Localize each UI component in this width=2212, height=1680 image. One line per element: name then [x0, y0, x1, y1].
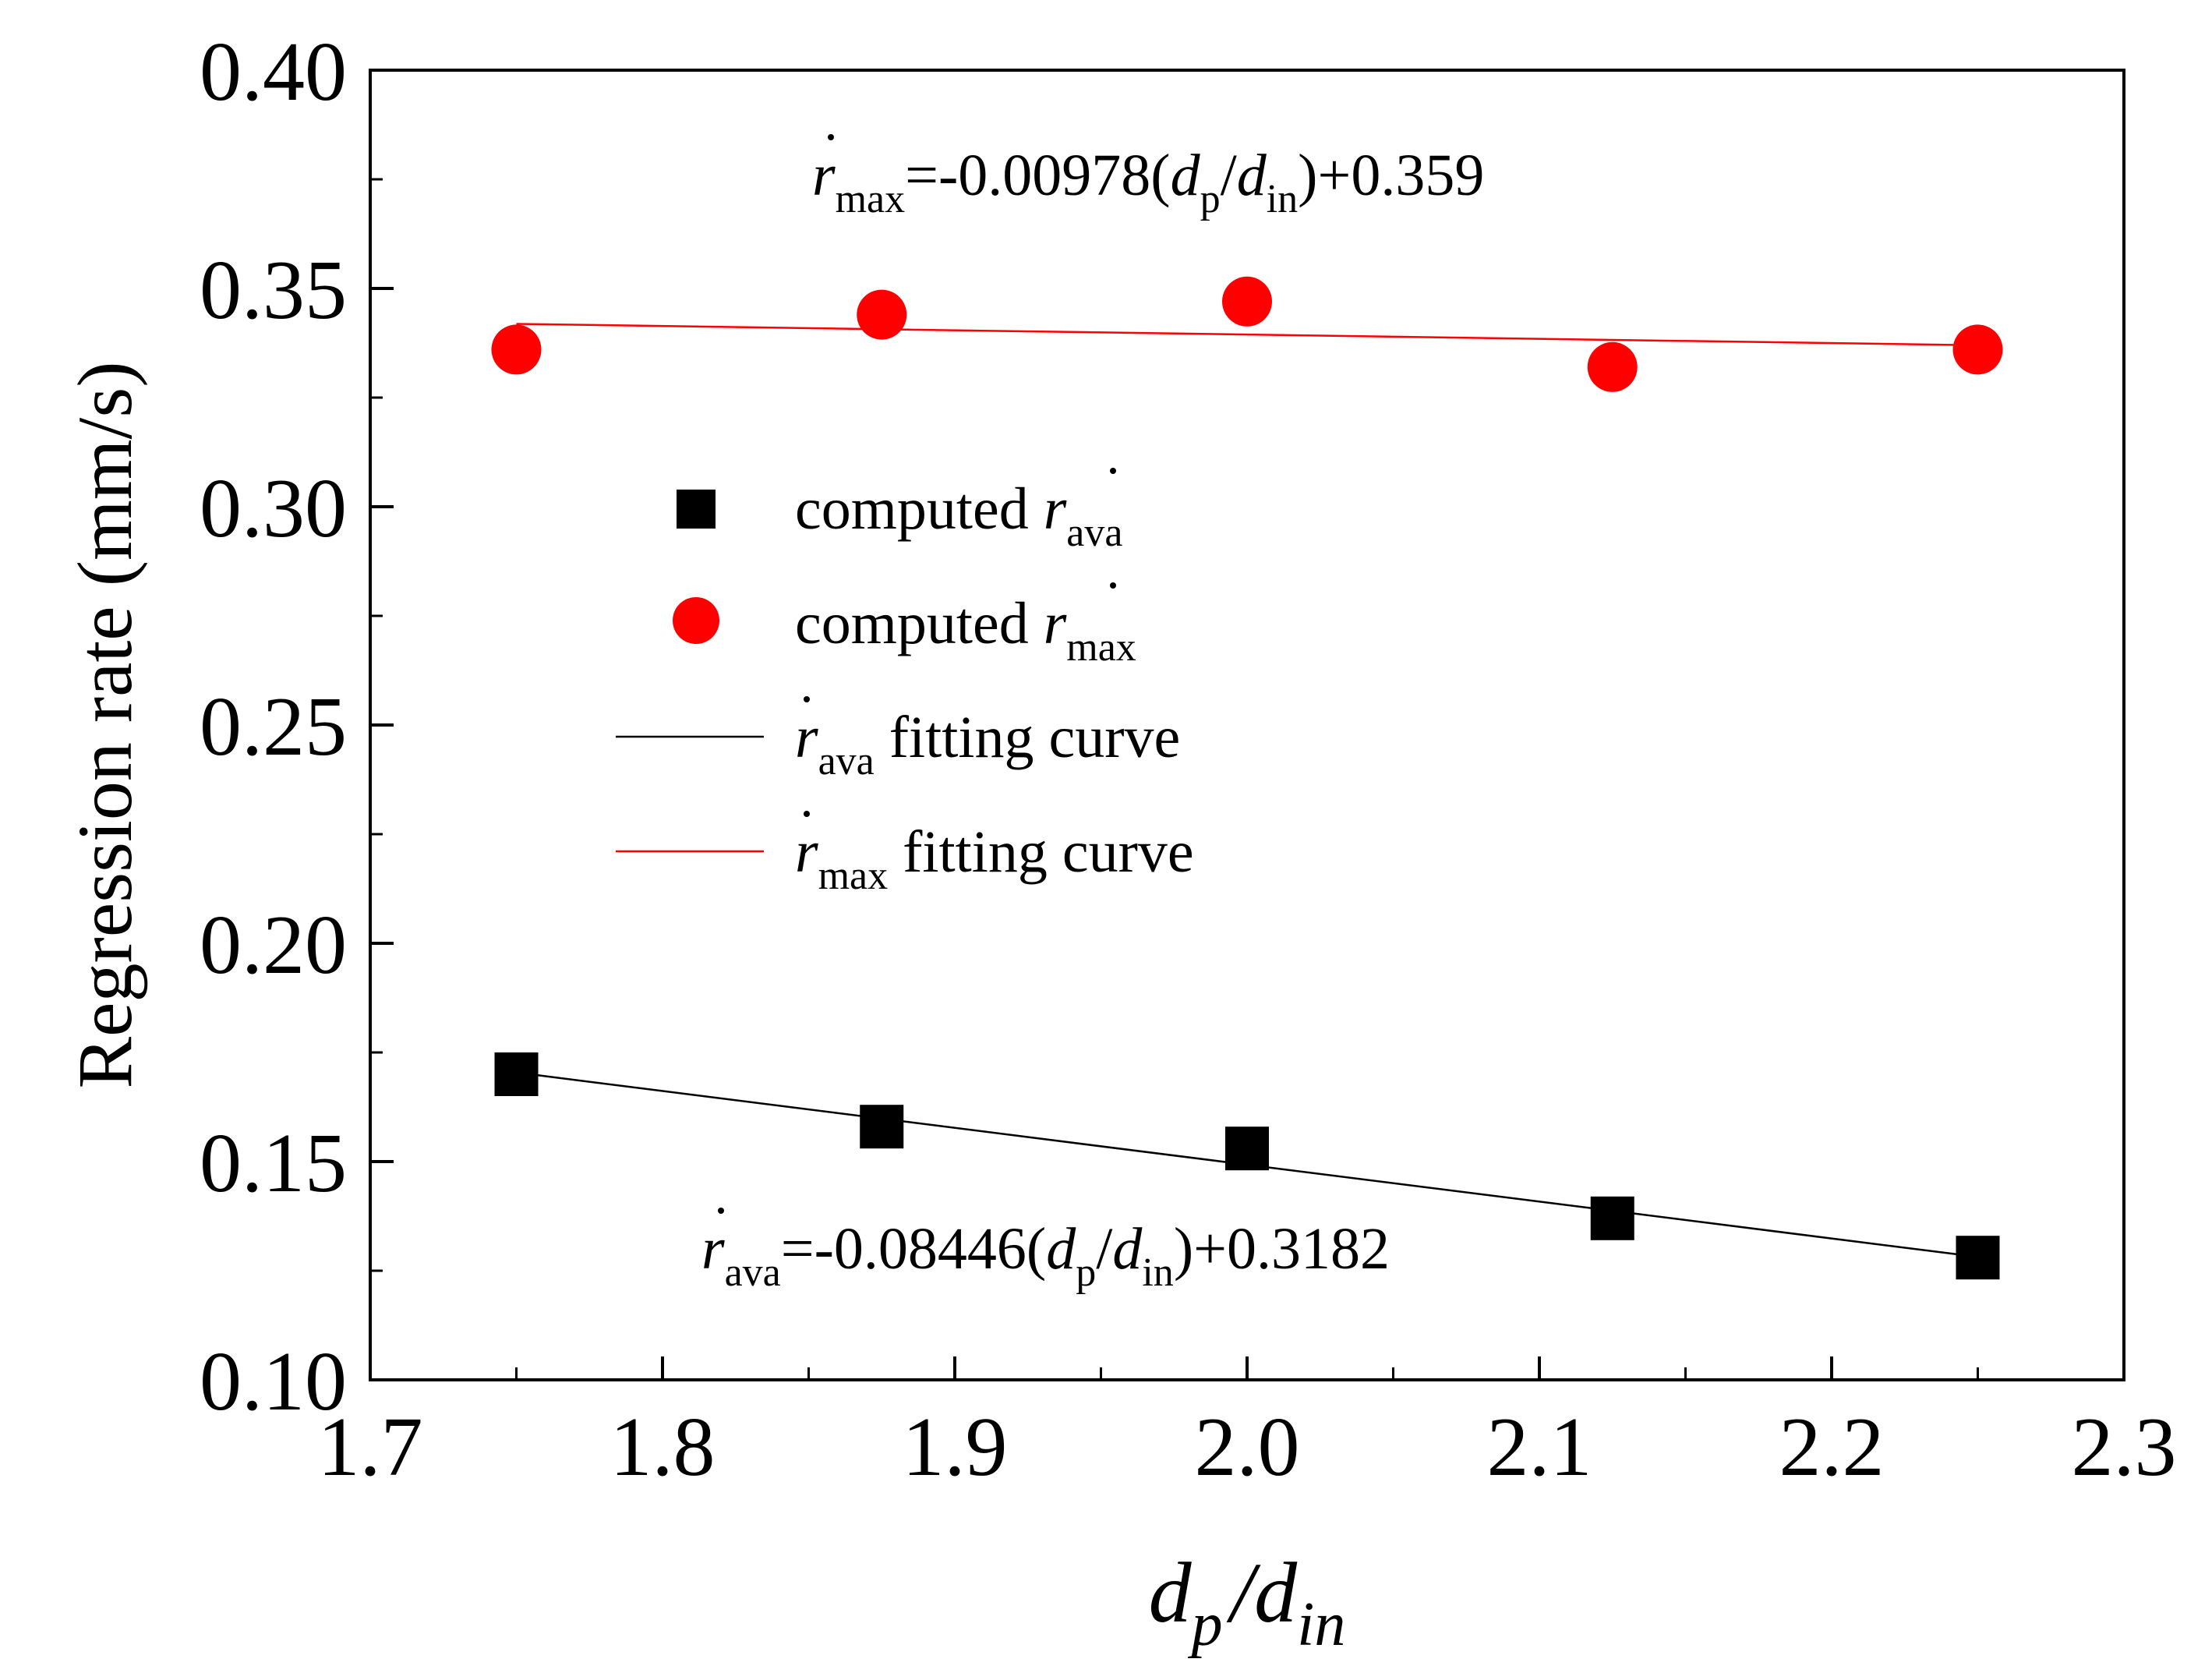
data-point-max [491, 324, 542, 375]
data-point-max [1587, 341, 1638, 392]
data-point-max [1952, 324, 2003, 375]
x-tick-labels: 1.7 1.8 1.9 2.0 2.1 2.2 2.3 [318, 1401, 2177, 1494]
legend-circle-icon [673, 597, 719, 644]
data-point-ava [494, 1052, 539, 1096]
dot-accent-icon [718, 1208, 724, 1214]
svg-text:rmax=-0.00978(dp/din)+0.359: rmax=-0.00978(dp/din)+0.359 [812, 143, 1484, 221]
data-point-ava [1590, 1196, 1634, 1240]
legend: computed rava computed rmax rava fitting… [616, 468, 1194, 898]
y-tick-label: 0.35 [200, 244, 347, 337]
y-tick-label: 0.15 [200, 1117, 347, 1210]
y-tick-label: 0.30 [200, 462, 347, 555]
y-tick-label: 0.40 [200, 26, 347, 118]
dot-accent-icon [1110, 582, 1116, 589]
legend-entry-max-fit: rmax fitting curve [795, 819, 1194, 898]
x-tick-label: 1.9 [903, 1401, 1008, 1494]
x-tick-label: 2.3 [2072, 1401, 2177, 1494]
x-tick-label: 2.2 [1779, 1401, 1885, 1494]
y-tick-label: 0.10 [200, 1335, 347, 1428]
svg-text:rava=-0.08446(dp/din)+0.3182: rava=-0.08446(dp/din)+0.3182 [701, 1216, 1390, 1295]
axis-ticks [369, 69, 2125, 1381]
data-point-ava [860, 1105, 904, 1149]
x-tick-label: 2.0 [1195, 1401, 1300, 1494]
legend-entry-computed-max: computed rmax [795, 591, 1136, 670]
annotation-rava-equation: rava=-0.08446(dp/din)+0.3182 [701, 1208, 1390, 1295]
dot-accent-icon [804, 811, 810, 817]
y-axis-label: Regression rate (mm/s) [62, 361, 148, 1088]
y-tick-label: 0.20 [200, 899, 347, 992]
x-tick-label: 1.8 [610, 1401, 716, 1494]
data-point-ava [1956, 1236, 2000, 1280]
annotation-rmax-equation: rmax=-0.00978(dp/din)+0.359 [812, 134, 1484, 221]
data-markers [491, 276, 2003, 1280]
legend-entry-ava-fit: rava fitting curve [795, 705, 1180, 783]
fit-line-max [516, 323, 1978, 347]
dot-accent-icon [828, 134, 834, 140]
data-point-max [857, 289, 907, 340]
x-axis-label: dp/din [1149, 1545, 1346, 1659]
legend-entry-computed-ava: computed rava [795, 476, 1122, 555]
data-point-max [1222, 276, 1272, 327]
y-tick-labels: 0.10 0.15 0.20 0.25 0.30 0.35 0.40 [200, 26, 347, 1428]
legend-square-icon [677, 490, 716, 529]
x-tick-label: 2.1 [1487, 1401, 1592, 1494]
y-tick-label: 0.25 [200, 681, 347, 773]
data-point-ava [1225, 1126, 1269, 1171]
x-tick-label: 1.7 [318, 1401, 423, 1494]
dot-accent-icon [1110, 468, 1116, 474]
dot-accent-icon [804, 696, 810, 702]
